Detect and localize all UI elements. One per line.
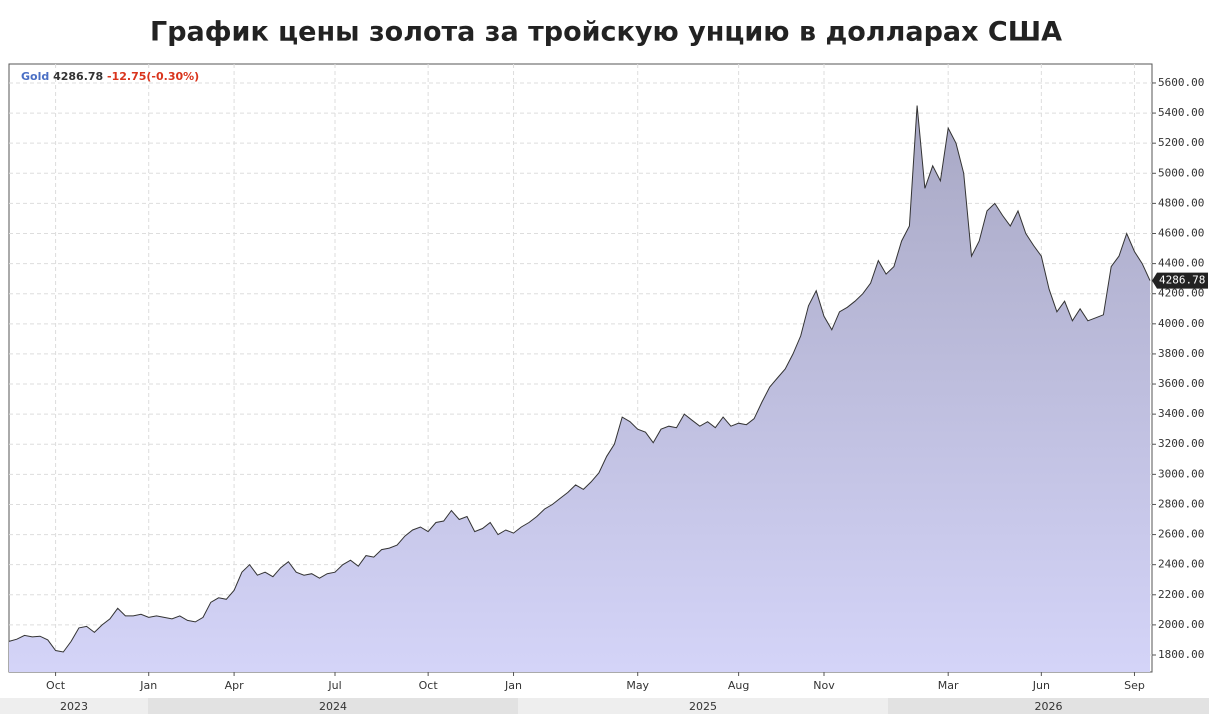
y-tick-label: 1800.00: [1158, 648, 1204, 661]
y-tick-label: 4200.00: [1158, 287, 1204, 300]
x-tick-label: Jun: [1032, 679, 1050, 692]
year-label: 2026: [1035, 700, 1063, 713]
year-band: [518, 698, 888, 714]
y-tick-label: 3600.00: [1158, 377, 1204, 390]
y-tick-label: 5000.00: [1158, 166, 1204, 179]
legend: Gold 4286.78 -12.75(-0.30%): [21, 70, 199, 83]
y-tick-label: 3200.00: [1158, 437, 1204, 450]
year-band: [888, 698, 1209, 714]
y-tick-label: 3800.00: [1158, 347, 1204, 360]
y-tick-label: 3000.00: [1158, 467, 1204, 480]
legend-value: 4286.78: [53, 70, 103, 83]
year-label: 2024: [319, 700, 347, 713]
y-tick-label: 4600.00: [1158, 226, 1204, 239]
year-label: 2025: [689, 700, 717, 713]
year-band: [0, 698, 148, 714]
y-tick-label: 2200.00: [1158, 588, 1204, 601]
last-value-box: [1152, 272, 1208, 289]
x-tick-label: Jan: [504, 679, 522, 692]
legend-name: Gold: [21, 70, 49, 83]
line: [8, 105, 1151, 653]
year-label: 2023: [60, 700, 88, 713]
y-tick-label: 3400.00: [1158, 407, 1204, 420]
y-tick-label: 2800.00: [1158, 497, 1204, 510]
y-tick-label: 2000.00: [1158, 618, 1204, 631]
chart-title: График цены золота за тройскую унцию в д…: [150, 17, 1062, 48]
area: [9, 105, 1150, 672]
x-tick-label: Jul: [327, 679, 341, 692]
x-tick-label: Aug: [728, 679, 749, 692]
x-tick-label: Oct: [419, 679, 439, 692]
x-tick-label: Mar: [938, 679, 959, 692]
x-tick-label: Oct: [46, 679, 66, 692]
x-tick-label: Sep: [1124, 679, 1145, 692]
y-tick-label: 5200.00: [1158, 136, 1204, 149]
y-tick-label: 5400.00: [1158, 106, 1204, 119]
y-tick-label: 4400.00: [1158, 257, 1204, 270]
y-tick-label: 2400.00: [1158, 558, 1204, 571]
y-tick-label: 4000.00: [1158, 317, 1204, 330]
x-tick-label: Apr: [225, 679, 245, 692]
x-tick-label: May: [626, 679, 649, 692]
x-tick-label: Nov: [813, 679, 835, 692]
x-tick-label: Jan: [139, 679, 157, 692]
y-tick-label: 4800.00: [1158, 196, 1204, 209]
y-tick-label: 5600.00: [1158, 76, 1204, 89]
y-tick-label: 2600.00: [1158, 528, 1204, 541]
last-value-label: 4286.78: [1159, 274, 1205, 287]
year-band: [148, 698, 518, 714]
legend-change: -12.75(-0.30%): [107, 70, 199, 83]
